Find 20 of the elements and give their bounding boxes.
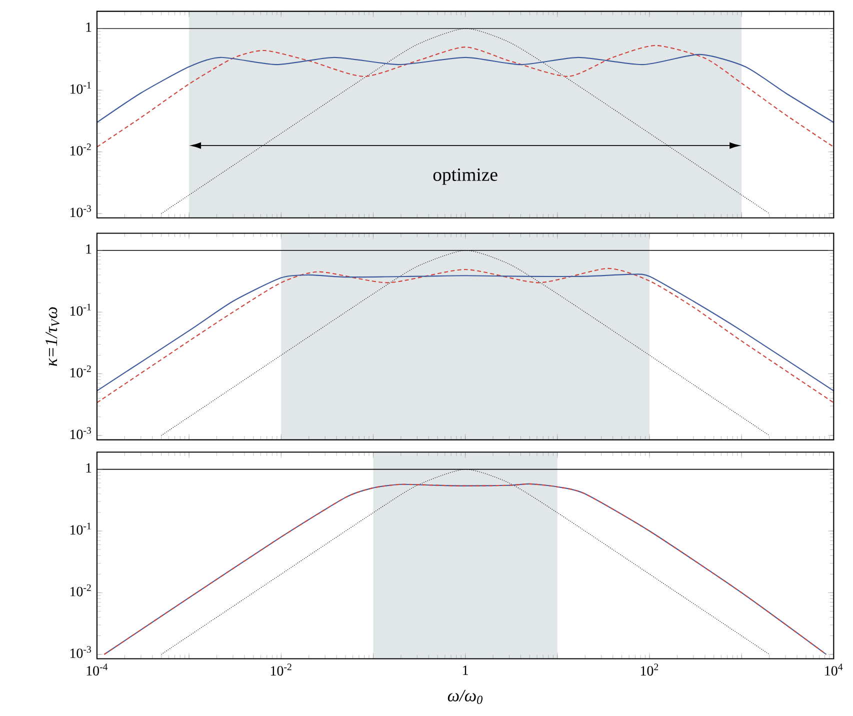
y-axis-title: κ=1/τ$_{V}$ω [46,307,60,366]
x-tick-label: 10$^{2}$ [640,664,658,676]
y-tick-label: 1 [86,244,92,254]
y-tick-label: 10$^{-1}$ [70,522,91,535]
y-tick-label: 10$^{-3}$ [70,427,91,440]
x-axis-title: ω/ω$_{0}$ [448,690,483,704]
x-tick-label: 10$^{-4}$ [86,664,108,676]
y-tick-label: 10$^{-3}$ [70,205,91,218]
x-tick-label: 1 [463,666,468,675]
y-tick-label: 10$^{-3}$ [70,646,91,658]
x-tick-label: 10$^{4}$ [825,664,843,676]
y-tick-label: 1 [86,463,92,473]
y-tick-label: 10$^{-2}$ [70,144,91,156]
x-tick-label: 10$^{-2}$ [270,664,292,676]
annotation: optimize [433,168,498,185]
y-tick-label: 1 [86,22,92,32]
y-tick-label: 10$^{-1}$ [70,304,91,316]
y-tick-label: 10$^{-2}$ [70,584,91,596]
y-tick-label: 10$^{-1}$ [70,82,91,94]
y-tick-label: 10$^{-2}$ [70,366,91,378]
